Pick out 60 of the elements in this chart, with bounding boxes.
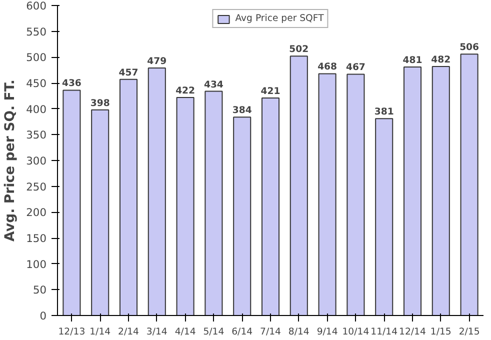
y-tick-label: 0 [40,310,47,322]
x-tick-label: 3/14 [146,326,168,338]
bar [233,116,252,316]
data-label: 506 [460,42,480,54]
data-label: 398 [90,98,110,109]
data-label: 482 [431,54,451,66]
x-tick-label: 7/14 [260,326,282,338]
x-tick-label: 11/14 [370,326,398,338]
y-tick-label: 450 [26,77,47,90]
x-tick-label: 4/14 [174,326,196,338]
data-label: 434 [204,79,224,90]
x-tick-label: 2/15 [458,326,480,338]
bar [62,90,81,316]
legend-label: Avg Price per SQFT [235,13,324,24]
y-tick-label: 50 [32,284,47,297]
y-tick-label: 500 [26,51,47,64]
bar [204,90,223,316]
data-label: 502 [289,44,309,56]
y-tick-label: 550 [26,25,47,38]
x-tick-label: 5/14 [203,326,224,338]
y-tick-label: 200 [26,206,47,220]
data-label: 481 [402,54,422,66]
bar [176,96,194,316]
y-tick-label: 600 [26,0,47,12]
y-tick-label: 300 [26,154,47,168]
x-tick-label: 1/15 [430,326,452,338]
y-tick-label: 100 [26,258,47,271]
data-label: 436 [62,78,82,90]
data-label: 468 [318,62,338,73]
y-tick-label: 150 [26,232,47,245]
x-tick-label: 10/14 [342,326,370,338]
x-tick-label: 2/14 [118,326,140,338]
bar [375,118,394,316]
bar [148,68,166,316]
bar [91,109,110,316]
bar [119,78,138,316]
data-label: 384 [232,105,252,116]
bar [403,66,422,316]
x-tick-label: 12/14 [399,326,426,338]
y-tick-label: 250 [26,180,47,194]
bar [460,54,478,316]
x-tick-label: 12/13 [58,326,86,338]
y-axis-title: Avg. Price per SQ. FT. [3,80,18,242]
x-tick-label: 9/14 [316,326,338,338]
x-tick-label: 1/14 [90,326,111,338]
data-label: 457 [118,67,138,78]
x-tick-label: 6/14 [232,326,253,338]
data-label: 421 [260,86,280,97]
bar [290,56,308,316]
data-label: 422 [176,85,196,96]
data-label: 479 [147,56,167,68]
bar [346,74,365,316]
y-tick-label: 400 [26,102,47,116]
y-tick-label: 350 [26,128,47,142]
bar [261,97,280,316]
x-tick-label: 8/14 [288,326,310,338]
bar [432,66,450,316]
bar [318,73,336,316]
data-label: 381 [374,106,394,118]
data-label: 467 [346,62,366,74]
